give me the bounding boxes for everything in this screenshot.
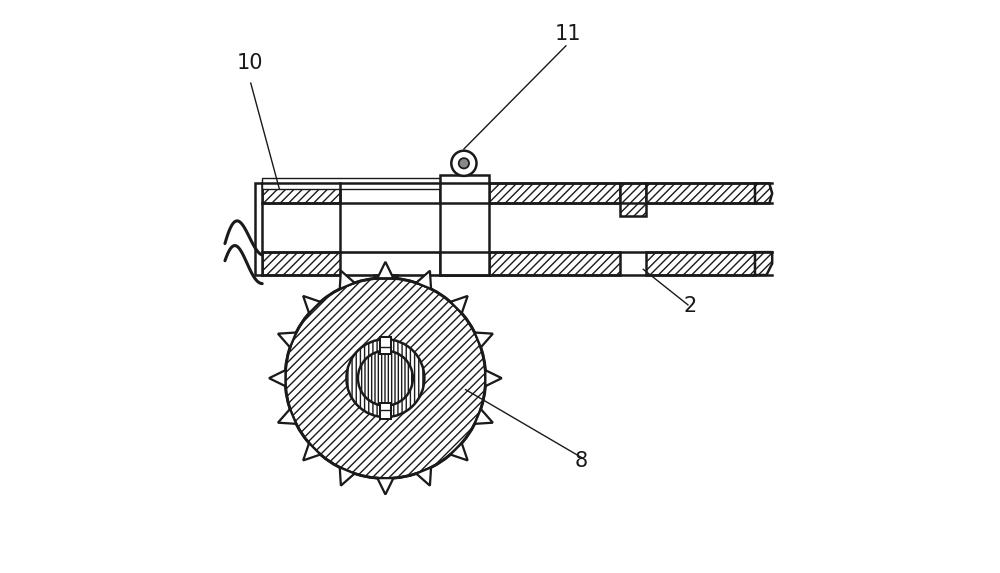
- Bar: [489, 252, 620, 275]
- Polygon shape: [475, 332, 493, 347]
- Bar: [620, 183, 646, 216]
- Bar: [489, 183, 620, 203]
- Polygon shape: [755, 183, 772, 203]
- Bar: [374, 275, 397, 278]
- Polygon shape: [278, 332, 296, 347]
- Bar: [646, 252, 755, 275]
- Polygon shape: [340, 468, 355, 486]
- Polygon shape: [377, 262, 393, 278]
- Circle shape: [285, 278, 486, 478]
- Polygon shape: [475, 409, 493, 424]
- Text: 2: 2: [683, 296, 697, 316]
- Bar: [380, 403, 391, 419]
- Bar: [262, 183, 340, 203]
- Polygon shape: [278, 409, 296, 424]
- Polygon shape: [416, 468, 431, 486]
- Polygon shape: [416, 270, 431, 289]
- Bar: [380, 337, 391, 354]
- Bar: [440, 183, 489, 203]
- Polygon shape: [377, 478, 393, 494]
- Bar: [262, 252, 340, 275]
- Circle shape: [346, 339, 424, 417]
- Bar: [440, 252, 489, 275]
- Polygon shape: [303, 443, 320, 461]
- Polygon shape: [450, 296, 468, 313]
- Polygon shape: [340, 270, 355, 289]
- Polygon shape: [269, 370, 285, 386]
- Polygon shape: [450, 443, 468, 461]
- Bar: [262, 178, 440, 189]
- Text: 11: 11: [554, 24, 581, 44]
- Circle shape: [358, 351, 413, 406]
- Circle shape: [459, 158, 469, 168]
- Polygon shape: [485, 370, 502, 386]
- Polygon shape: [755, 252, 772, 275]
- Polygon shape: [303, 296, 320, 313]
- Bar: [440, 175, 489, 275]
- Text: 8: 8: [574, 451, 588, 471]
- Bar: [255, 183, 262, 275]
- Circle shape: [451, 151, 477, 176]
- Bar: [646, 183, 755, 203]
- Text: 10: 10: [236, 53, 263, 73]
